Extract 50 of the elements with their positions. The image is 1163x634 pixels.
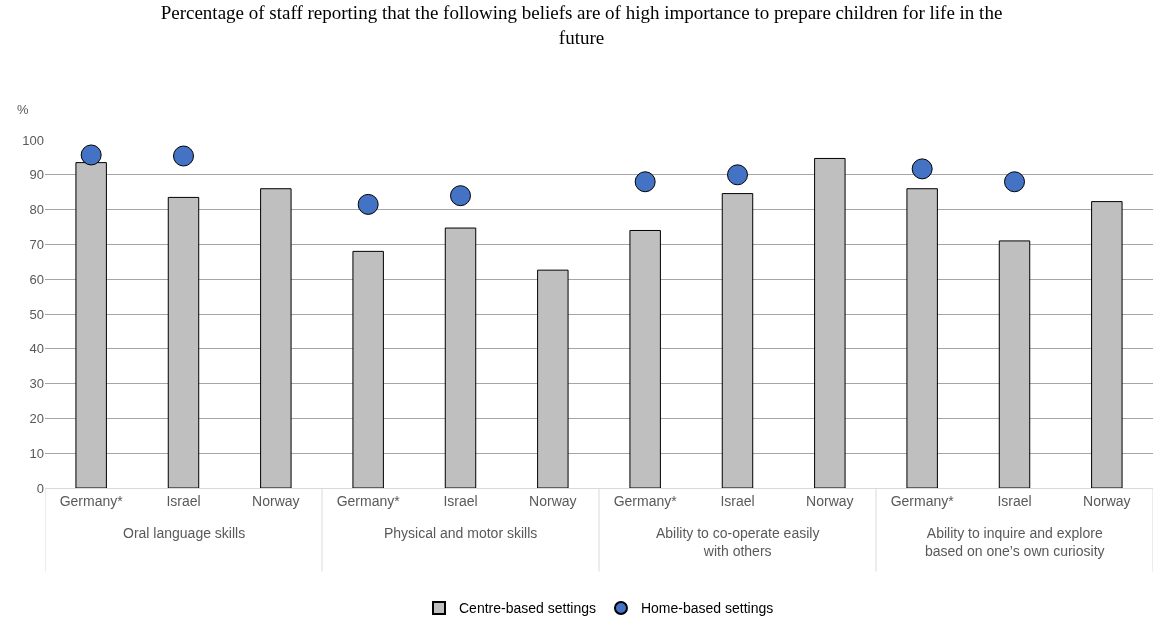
bar: [998, 240, 1031, 488]
bar: [167, 196, 200, 488]
y-tick-label: 30: [29, 376, 44, 392]
bar: [721, 193, 754, 488]
x-tick-label: Israel: [997, 492, 1032, 509]
point: [1004, 171, 1025, 193]
x-tick-label: Norway: [1083, 492, 1131, 509]
y-tick-label: 0: [36, 480, 44, 496]
x-tick-label: Germany*: [613, 492, 678, 509]
bar: [906, 188, 938, 488]
bar: [537, 269, 569, 488]
y-tick-label: 10: [29, 445, 44, 461]
x-tick-label: Germany*: [59, 492, 124, 509]
y-tick-label: 20: [29, 410, 44, 426]
y-axis-title: %: [17, 102, 29, 117]
text: Oral language skills: [123, 525, 246, 541]
legend-label: Centre-based settings: [459, 600, 596, 617]
y-tick-label: 50: [29, 306, 44, 322]
bar: [352, 250, 384, 488]
text: Ability to co-operate easily with others: [656, 525, 820, 560]
bar: [444, 227, 477, 488]
bar: [814, 157, 846, 488]
y-tick-label: 80: [29, 202, 44, 218]
x-tick-label: Israel: [443, 492, 478, 509]
y-tick-label: 60: [29, 271, 44, 287]
bar: [629, 229, 661, 488]
x-tick-label: Germany*: [890, 492, 955, 509]
point: [634, 171, 656, 193]
point: [911, 158, 933, 180]
x-tick-label: Norway: [252, 492, 300, 509]
x-tick-label: Germany*: [336, 492, 401, 509]
x-tick-label: Israel: [720, 492, 755, 509]
point: [357, 193, 379, 215]
point: [173, 145, 194, 167]
point: [450, 185, 471, 207]
point: [727, 164, 748, 186]
y-tick-label: 90: [29, 167, 44, 183]
x-tick-label: Israel: [166, 492, 201, 509]
legend-label: Home-based settings: [640, 600, 774, 617]
bar: [1091, 201, 1123, 488]
x-tick-label: Norway: [529, 492, 577, 509]
y-tick-label: 70: [29, 236, 44, 252]
y-tick-label: 40: [29, 341, 44, 357]
x-tick-label: Norway: [806, 492, 854, 509]
chart-title: Percentage of staff reporting that the following beliefs are of high importance to prepare children for life in the future: [160, 2, 1003, 48]
text: Ability to inquire and explore based on one’s own curiosity: [925, 525, 1105, 560]
y-tick-label: 100: [22, 132, 44, 148]
bar: [260, 188, 292, 488]
text: Physical and motor skills: [384, 525, 538, 541]
point: [80, 144, 102, 166]
